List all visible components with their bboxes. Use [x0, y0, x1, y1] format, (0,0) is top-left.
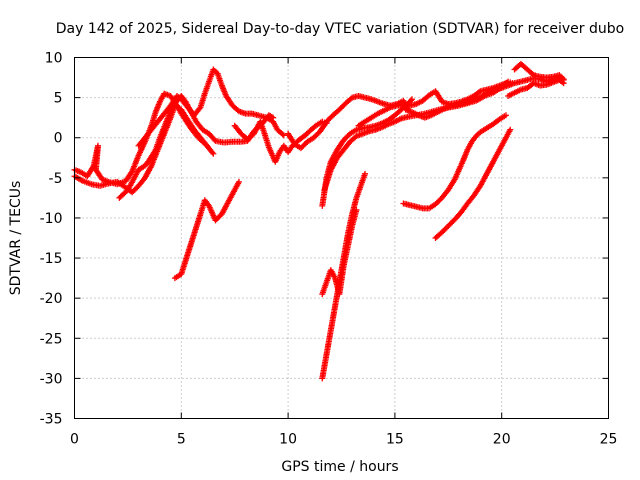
data-point — [203, 142, 210, 149]
data-point — [209, 149, 216, 156]
y-tick-label: -20 — [40, 291, 63, 307]
axis-ticks: 0 5 10 15 20 25 10 5 0 -5 -10 -15 -20 -25 -30 -35 — [40, 51, 618, 448]
y-tick-label: -15 — [40, 251, 63, 267]
y-tick-label: 0 — [54, 131, 63, 147]
data-point — [560, 76, 567, 83]
plot-frame — [74, 57, 609, 419]
data-point — [280, 132, 287, 139]
x-tick-label: 25 — [600, 432, 618, 448]
y-axis-label: SDTVAR / TECUs — [8, 181, 24, 296]
y-tick-label: 5 — [54, 91, 63, 107]
data-point — [408, 96, 415, 103]
data-point — [196, 105, 203, 112]
data-point — [210, 150, 217, 157]
y-tick-label: -35 — [40, 412, 63, 428]
x-tick-label: 15 — [386, 432, 404, 448]
data-point — [502, 112, 509, 119]
data-point — [361, 170, 368, 177]
data-point — [353, 206, 360, 213]
x-tick-label: 20 — [493, 432, 511, 448]
y-tick-label: -25 — [40, 331, 63, 347]
data-point — [507, 126, 514, 133]
data-series — [71, 60, 567, 382]
data-point — [202, 141, 209, 148]
chart-title: Day 142 of 2025, Sidereal Day-to-day VTE… — [56, 21, 624, 37]
data-point — [279, 131, 286, 138]
y-tick-label: -5 — [49, 171, 63, 187]
data-point — [235, 178, 242, 185]
y-tick-label: -10 — [40, 211, 63, 227]
x-tick-label: 0 — [70, 432, 79, 448]
y-tick-label: -30 — [40, 371, 63, 387]
x-tick-label: 10 — [279, 432, 297, 448]
x-axis-label: GPS time / hours — [281, 459, 398, 475]
y-tick-label: 10 — [45, 51, 63, 67]
x-tick-label: 5 — [177, 432, 186, 448]
